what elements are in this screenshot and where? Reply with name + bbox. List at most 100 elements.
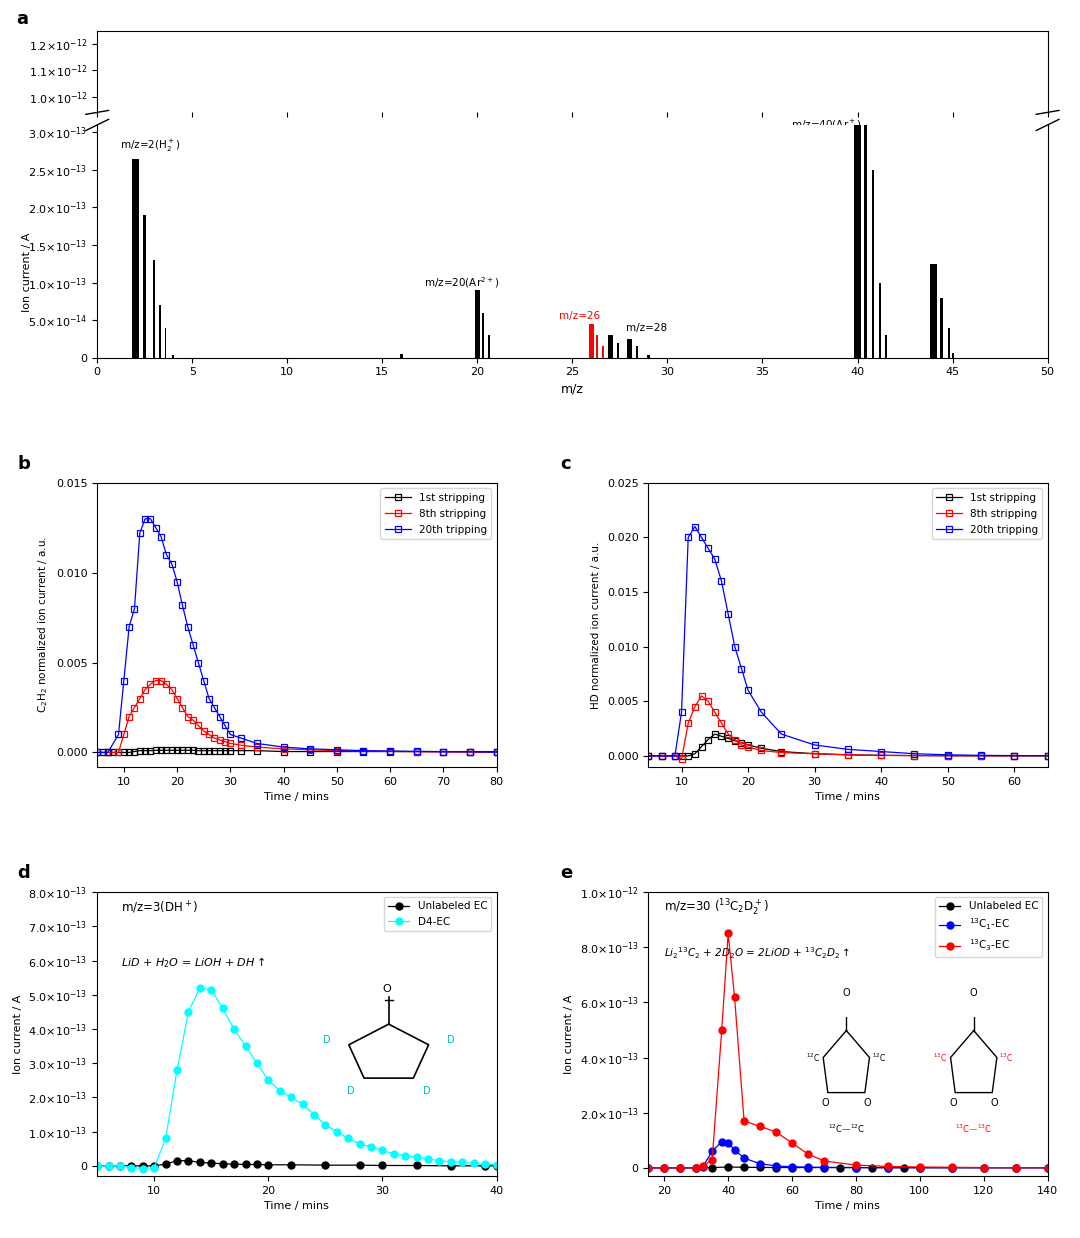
Line: 8th stripping: 8th stripping <box>645 692 1051 763</box>
1st stripping <box>642 749 654 764</box>
Bar <box>132 158 138 358</box>
$^{13}$C$_3$-EC <box>977 1160 990 1175</box>
Bar <box>940 338 943 359</box>
1st stripping <box>123 745 136 760</box>
$^{13}$C$_1$-EC <box>642 1160 654 1175</box>
$^{13}$C$_1$-EC <box>1041 1160 1054 1175</box>
Unlabeled EC <box>113 1159 126 1174</box>
$^{13}$C$_3$-EC <box>690 1160 703 1175</box>
1st stripping <box>278 744 291 759</box>
1st stripping <box>908 748 921 763</box>
20th tripping <box>303 742 316 756</box>
Unlabeled EC <box>754 1160 767 1175</box>
20th tripping <box>213 709 226 724</box>
1st stripping <box>224 743 237 758</box>
1st stripping <box>410 744 423 759</box>
Unlabeled EC <box>148 1159 161 1174</box>
20th tripping <box>218 718 231 733</box>
1st stripping <box>176 743 189 758</box>
8th stripping <box>1041 749 1054 764</box>
1st stripping <box>96 745 109 760</box>
20th tripping <box>875 744 888 759</box>
Bar <box>475 290 480 358</box>
Bar <box>947 328 950 358</box>
D4-EC <box>113 1159 126 1174</box>
Unlabeled EC <box>785 1160 798 1175</box>
1st stripping <box>1041 749 1054 764</box>
1st stripping <box>251 743 264 758</box>
1st stripping <box>675 749 688 764</box>
1st stripping <box>708 727 721 742</box>
Unlabeled EC <box>865 1160 878 1175</box>
20th tripping <box>841 742 854 756</box>
Line: $^{13}$C$_3$-EC: $^{13}$C$_3$-EC <box>645 930 1051 1171</box>
D4-EC <box>296 1097 309 1112</box>
Text: m/z=2(H$_2^+$): m/z=2(H$_2^+$) <box>120 137 180 154</box>
1st stripping <box>171 743 184 758</box>
20th tripping <box>688 519 701 534</box>
Text: Ion current / A: Ion current / A <box>22 233 32 312</box>
1st stripping <box>218 743 231 758</box>
Unlabeled EC <box>881 1160 894 1175</box>
1st stripping <box>383 744 396 759</box>
Unlabeled EC <box>977 1160 990 1175</box>
20th tripping <box>278 739 291 754</box>
Text: m/z=28: m/z=28 <box>625 323 666 333</box>
Bar <box>482 312 484 358</box>
$^{13}$C$_1$-EC <box>785 1159 798 1174</box>
Bar <box>132 290 138 359</box>
D4-EC <box>285 1089 298 1104</box>
20th tripping <box>133 526 146 541</box>
$^{13}$C$_3$-EC <box>658 1160 671 1175</box>
1st stripping <box>742 738 755 753</box>
8th stripping <box>118 727 131 742</box>
20th tripping <box>808 738 821 753</box>
$^{13}$C$_1$-EC <box>754 1156 767 1171</box>
Bar <box>165 328 166 358</box>
D4-EC <box>308 1107 321 1122</box>
20th tripping <box>715 573 728 588</box>
1st stripping <box>330 744 343 759</box>
8th stripping <box>974 749 987 764</box>
$^{13}$C$_1$-EC <box>801 1160 814 1175</box>
20th tripping <box>1041 748 1054 763</box>
1st stripping <box>728 733 741 748</box>
Unlabeled EC <box>125 1159 138 1174</box>
Bar <box>930 264 936 358</box>
Bar <box>602 347 604 358</box>
8th stripping <box>708 704 721 719</box>
20th tripping <box>234 730 247 745</box>
1st stripping <box>436 744 449 759</box>
Text: d: d <box>17 864 30 881</box>
1st stripping <box>669 749 681 764</box>
X-axis label: Time / mins: Time / mins <box>265 792 329 802</box>
8th stripping <box>192 718 205 733</box>
20th tripping <box>181 619 194 634</box>
1st stripping <box>138 743 151 758</box>
Bar <box>596 352 598 359</box>
20th tripping <box>138 511 151 526</box>
D4-EC <box>136 1161 149 1176</box>
$^{13}$C$_3$-EC <box>770 1124 783 1139</box>
1st stripping <box>656 749 669 764</box>
Text: m/z=40(Ar$^+$): m/z=40(Ar$^+$) <box>791 118 862 131</box>
1st stripping <box>154 743 167 758</box>
1st stripping <box>463 744 476 759</box>
$^{13}$C$_1$-EC <box>697 1160 710 1175</box>
Legend: 1st stripping, 8th stripping, 20th tripping: 1st stripping, 8th stripping, 20th tripp… <box>932 488 1042 540</box>
8th stripping <box>383 744 396 759</box>
1st stripping <box>144 743 157 758</box>
8th stripping <box>908 748 921 763</box>
X-axis label: Time / mins: Time / mins <box>265 1201 329 1211</box>
Unlabeled EC <box>770 1160 783 1175</box>
1st stripping <box>181 743 194 758</box>
8th stripping <box>176 699 189 714</box>
Unlabeled EC <box>658 1160 671 1175</box>
D4-EC <box>330 1124 343 1139</box>
Unlabeled EC <box>444 1159 457 1174</box>
$^{13}$C$_3$-EC <box>914 1160 927 1175</box>
8th stripping <box>213 733 226 748</box>
20th tripping <box>224 727 237 742</box>
Bar <box>159 305 161 358</box>
20th tripping <box>91 745 104 760</box>
